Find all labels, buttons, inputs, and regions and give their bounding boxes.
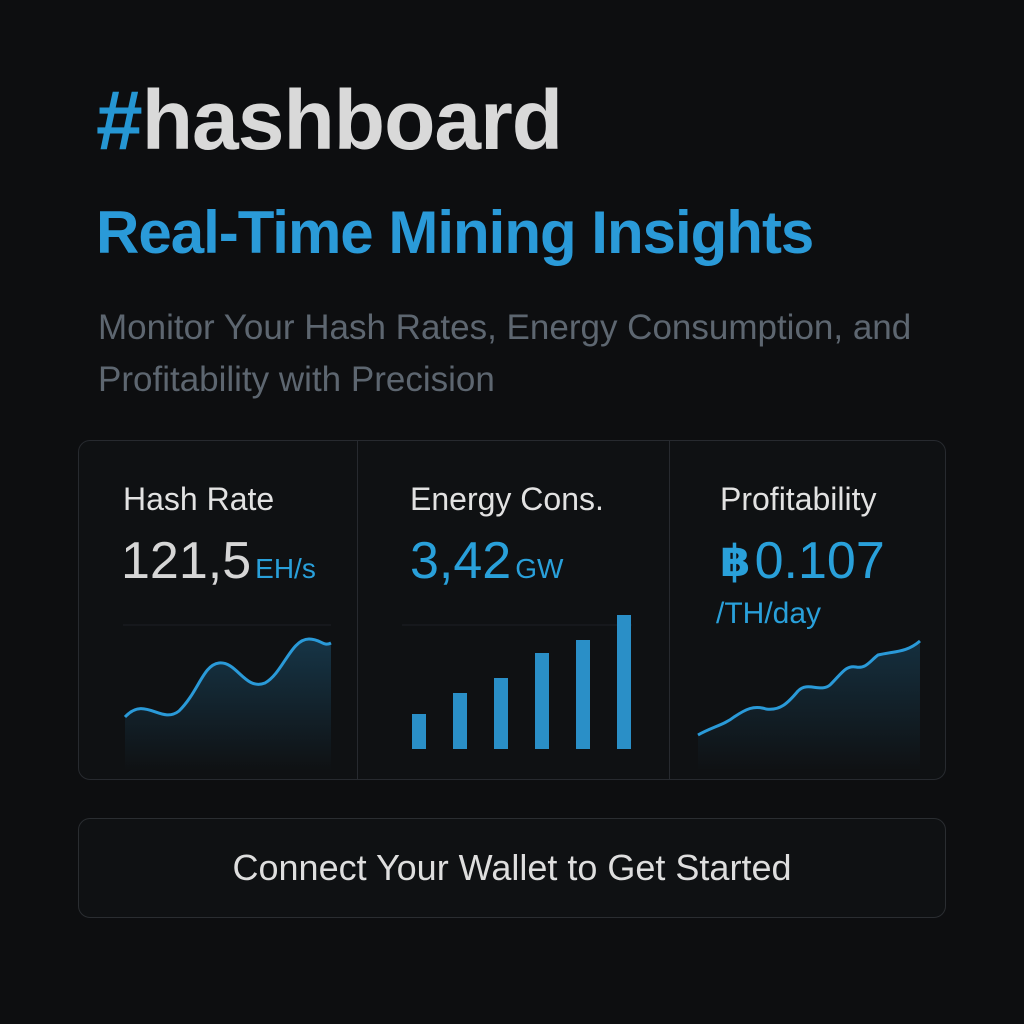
headline: Real-Time Mining Insights: [96, 199, 814, 266]
profitability-label: Profitability: [720, 481, 877, 517]
hash-rate-value: 121,5: [121, 532, 252, 590]
profitability-card: Profitability ฿0.107 /TH/day: [669, 441, 945, 779]
energy-bar: [576, 640, 590, 749]
hash-rate-sparkline: [123, 624, 332, 771]
logo-wordmark: hashboard: [141, 73, 563, 167]
energy-bar: [617, 615, 631, 749]
bitcoin-icon: ฿: [720, 537, 751, 586]
energy-unit: GW: [515, 553, 564, 584]
energy-bar: [535, 653, 549, 749]
hash-rate-line: [123, 637, 332, 719]
energy-metric: 3,42 GW: [410, 535, 563, 587]
profitability-metric: ฿0.107: [720, 535, 885, 587]
subtitle: Monitor Your Hash Rates, Energy Consumpt…: [98, 308, 912, 399]
hash-rate-metric: 121,5 EH/s: [121, 535, 316, 587]
energy-bar: [453, 693, 467, 749]
energy-card: Energy Cons. 3,42 GW: [357, 441, 669, 779]
profitability-line: [697, 639, 921, 737]
profitability-area: [698, 641, 920, 771]
energy-label: Energy Cons.: [410, 481, 604, 517]
energy-bar: [494, 678, 508, 749]
energy-bar-chart: [402, 615, 632, 749]
energy-value: 3,42: [410, 532, 512, 590]
logo-hash-symbol: #: [96, 73, 143, 167]
profitability-sparkline: [697, 639, 921, 771]
metrics-panel: Hash Rate 121,5 EH/s Energy Cons. 3,42 GW …: [78, 440, 946, 780]
hash-rate-area: [125, 639, 331, 771]
hash-rate-card: Hash Rate 121,5 EH/s: [79, 441, 357, 779]
profitability-value: 0.107: [754, 532, 885, 590]
energy-bar: [412, 714, 426, 749]
hash-rate-label: Hash Rate: [123, 481, 275, 517]
connect-wallet-button[interactable]: Connect Your Wallet to Get Started: [78, 818, 946, 918]
brand-logo: #hashboard: [96, 78, 563, 162]
profitability-unit: /TH/day: [716, 597, 822, 630]
hash-rate-unit: EH/s: [255, 553, 316, 584]
